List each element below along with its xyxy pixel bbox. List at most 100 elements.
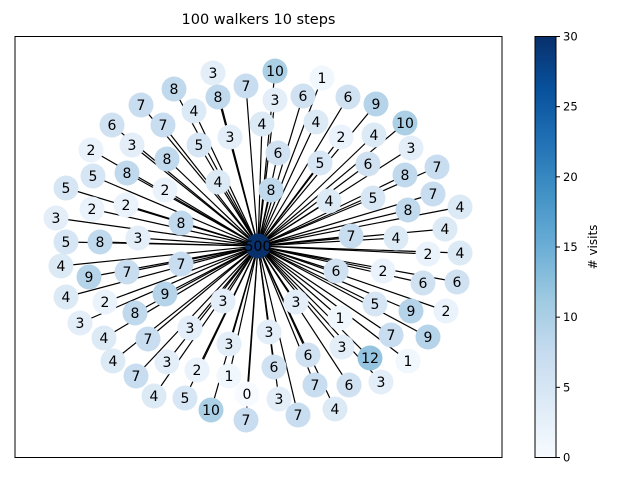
node: 6 — [335, 84, 361, 110]
node-circle — [266, 386, 292, 412]
node-label: 5 — [316, 156, 325, 172]
node-label: 7 — [347, 229, 356, 245]
node-label: 8 — [214, 90, 223, 106]
edge — [257, 245, 350, 386]
node-circle — [262, 58, 288, 84]
edge — [229, 136, 259, 247]
node-circle — [186, 132, 212, 158]
colorbar-tick-label: 20 — [563, 170, 578, 184]
node: 7 — [424, 154, 450, 180]
node-label: 4 — [312, 115, 321, 131]
node-circle — [114, 160, 140, 186]
node-label: 2 — [101, 295, 110, 311]
node-circle — [125, 225, 151, 251]
node: 7 — [378, 322, 404, 348]
node-label: 3 — [225, 337, 234, 353]
node-label: 3 — [163, 355, 172, 371]
node-label: 8 — [163, 152, 172, 168]
node-label: 5 — [195, 138, 204, 154]
node-label: 2 — [337, 130, 346, 146]
node-label: 7 — [132, 369, 141, 385]
node-circle — [141, 383, 167, 409]
node: 2 — [433, 298, 459, 324]
edge — [245, 85, 259, 247]
node-circle — [395, 197, 421, 223]
node-circle — [123, 363, 149, 389]
colorbar-tick-label: 10 — [563, 310, 578, 324]
node: 9 — [363, 91, 389, 117]
node: 3 — [266, 386, 292, 412]
node: 8 — [258, 177, 284, 203]
node-circle — [91, 325, 117, 351]
node: 8 — [87, 229, 113, 255]
node: 3 — [125, 225, 151, 251]
node: 4 — [383, 225, 409, 251]
node-label: 9 — [85, 270, 94, 286]
node: 3 — [43, 205, 69, 231]
edge — [257, 121, 317, 247]
node-label: 4 — [456, 246, 465, 262]
node: 10 — [198, 397, 224, 423]
node-circle — [303, 109, 329, 135]
node: 8 — [395, 197, 421, 223]
edge — [257, 197, 374, 247]
node: 3 — [217, 124, 243, 150]
node-circle — [378, 322, 404, 348]
node: 0 — [234, 381, 260, 407]
node: 7 — [168, 251, 194, 277]
node: 9 — [76, 264, 102, 290]
node-label: 9 — [161, 287, 170, 303]
node: 4 — [447, 240, 473, 266]
edge — [257, 77, 323, 247]
node: 4 — [205, 169, 231, 195]
node-label: 4 — [370, 128, 379, 144]
node: 8 — [114, 160, 140, 186]
node-label: 4 — [456, 200, 465, 216]
node-label: 4 — [100, 331, 109, 347]
node: 2 — [92, 289, 118, 315]
node-circle — [327, 305, 353, 331]
node-label: 3 — [338, 340, 347, 356]
node-label: 3 — [76, 316, 85, 332]
node-circle — [168, 251, 194, 277]
node-circle — [392, 110, 418, 136]
node: 3 — [67, 310, 93, 336]
node-circle — [265, 140, 291, 166]
node-label: 3 — [271, 93, 280, 109]
node-circle — [361, 122, 387, 148]
node: 9 — [415, 324, 441, 350]
node-label: 10 — [202, 403, 220, 419]
colorbar-label: # visits — [586, 225, 600, 270]
node-label: 6 — [419, 276, 428, 292]
node-label: 5 — [181, 391, 190, 407]
node-circle — [168, 210, 194, 236]
node-label: 5 — [369, 191, 378, 207]
node: 7 — [114, 259, 140, 285]
edge — [92, 175, 259, 247]
node-circle — [258, 177, 284, 203]
node-circle — [316, 188, 342, 214]
edge — [164, 189, 259, 247]
node: 2 — [415, 241, 441, 267]
node-circle — [152, 177, 178, 203]
node-circle — [285, 402, 311, 428]
node-circle — [128, 92, 154, 118]
node: 5 — [53, 229, 79, 255]
node-label: 5 — [62, 181, 71, 197]
node: 3 — [398, 135, 424, 161]
node: 5 — [80, 163, 106, 189]
node: 6 — [99, 112, 125, 138]
node-label: 6 — [344, 90, 353, 106]
node-label: 5 — [62, 235, 71, 251]
node-circle — [100, 348, 126, 374]
node: 3 — [329, 334, 355, 360]
node-circle — [368, 369, 394, 395]
edge — [257, 245, 341, 319]
node: 7 — [128, 92, 154, 118]
node: 5 — [186, 132, 212, 158]
colorbar-tick-label: 15 — [563, 240, 578, 254]
node-label: 2 — [161, 183, 170, 199]
node-circle — [355, 151, 381, 177]
node: 4 — [447, 194, 473, 220]
node-circle — [113, 192, 139, 218]
